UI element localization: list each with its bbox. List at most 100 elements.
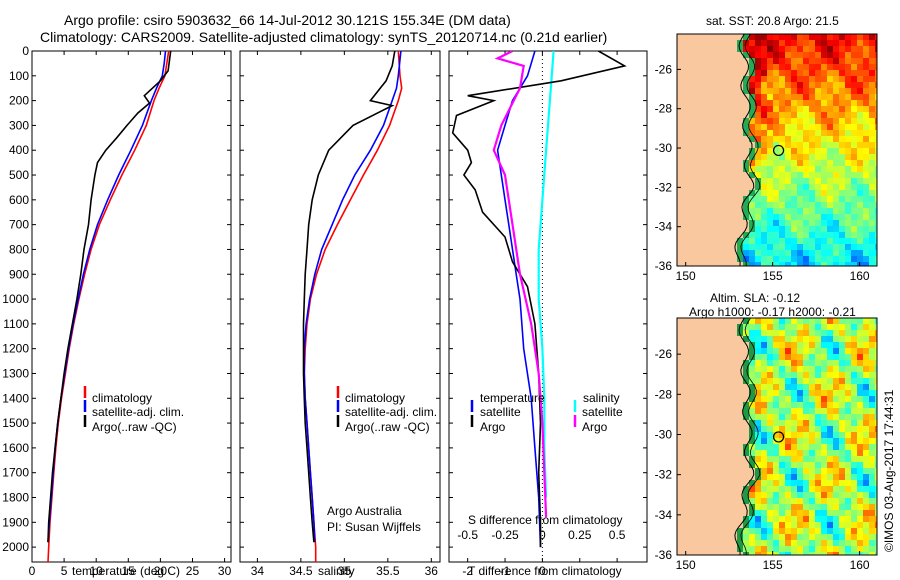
sst-map-cell [797, 184, 803, 190]
sst-map-cell [863, 52, 869, 58]
sst-map-cell [869, 178, 875, 184]
sst-map-cell [875, 178, 877, 184]
sla-map-cell [761, 498, 767, 504]
sst-map-cell [725, 256, 731, 262]
sst-map-cell [683, 34, 689, 40]
sst-map-cell [683, 82, 689, 88]
sst-map-cell [851, 160, 857, 166]
sla-map-cell [731, 540, 737, 546]
sla-map-cell [839, 534, 845, 540]
sst-map-cell [767, 34, 773, 40]
sst-map-cell [767, 226, 773, 232]
sst-map-cell [857, 112, 863, 118]
sla-map-cell [875, 438, 877, 444]
sst-map-cell [767, 232, 773, 238]
sst-map-cell [713, 184, 719, 190]
sst-map-ytick-label: -28 [655, 102, 673, 116]
diff-line-t-argo [451, 51, 627, 548]
sla-map-cell [767, 348, 773, 354]
sla-map-cell [833, 378, 839, 384]
sla-map-cell [755, 534, 761, 540]
sst-map-cell [869, 64, 875, 70]
sla-map-cell [869, 504, 875, 510]
sla-map-cell [833, 546, 839, 552]
sst-map-cell [779, 262, 785, 266]
sst-map-cell [803, 232, 809, 238]
sst-map-cell [725, 226, 731, 232]
sst-map-cell [719, 244, 725, 250]
sla-map-cell [767, 456, 773, 462]
sla-map-cell [755, 522, 761, 528]
sla-map-cell [719, 456, 725, 462]
sla-map-cell [827, 318, 833, 324]
sla-map-cell [779, 546, 785, 552]
sst-map-cell [827, 232, 833, 238]
sla-map-cell [875, 342, 877, 348]
sla-map-cell [827, 480, 833, 486]
sla-map-cell [731, 456, 737, 462]
sla-map-cell [857, 480, 863, 486]
sla-map-cell [821, 552, 827, 555]
sla-map-cell [839, 492, 845, 498]
sla-map-cell [821, 456, 827, 462]
sla-map-cell [677, 480, 683, 486]
sla-map-cell [761, 342, 767, 348]
sst-map-cell [839, 166, 845, 172]
sla-map-cell [845, 318, 851, 324]
sst-map-cell [785, 52, 791, 58]
sst-map-cell [749, 40, 755, 46]
sla-map-cell [749, 474, 755, 480]
sst-map-cell [773, 232, 779, 238]
sla-map-cell [779, 354, 785, 360]
sst-map-cell [821, 124, 827, 130]
sst-map-cell [707, 226, 713, 232]
sst-map-cell [797, 154, 803, 160]
sst-map-cell [689, 256, 695, 262]
sst-map-cell [749, 256, 755, 262]
sla-map-cell [803, 396, 809, 402]
sst-map-cell [845, 226, 851, 232]
sst-map-cell [695, 238, 701, 244]
sla-map-cell [785, 480, 791, 486]
sst-map-cell [875, 40, 877, 46]
sla-map-cell [851, 318, 857, 324]
sst-map-cell [677, 46, 683, 52]
sla-map-cell [749, 354, 755, 360]
sla-map-cell [833, 516, 839, 522]
sla-map-cell [683, 546, 689, 552]
sla-map-cell [839, 474, 845, 480]
sst-map-cell [719, 58, 725, 64]
sla-map-cell [719, 372, 725, 378]
sla-map-cell [689, 456, 695, 462]
sla-map-cell [869, 330, 875, 336]
sst-map-cell [863, 112, 869, 118]
sst-map-cell [809, 250, 815, 256]
sla-map-cell [863, 372, 869, 378]
sst-map-cell [695, 178, 701, 184]
sla-map-cell [773, 318, 779, 324]
sst-map-cell [761, 154, 767, 160]
sla-map-cell [809, 540, 815, 546]
sla-map-cell [761, 354, 767, 360]
sst-map-cell [707, 94, 713, 100]
sla-map-cell [875, 408, 877, 414]
sst-map-cell [821, 232, 827, 238]
sst-map-cell [683, 172, 689, 178]
sla-map-cell [863, 528, 869, 534]
sst-map-cell [725, 70, 731, 76]
sst-map-cell [797, 250, 803, 256]
sst-map-cell [791, 196, 797, 202]
sla-map-cell [707, 402, 713, 408]
sla-map-cell [857, 546, 863, 552]
sst-map-cell [677, 64, 683, 70]
sst-map-cell [737, 208, 743, 214]
sst-map-cell [803, 82, 809, 88]
sst-map-cell [695, 34, 701, 40]
sla-map-cell [707, 396, 713, 402]
sla-map-cell [701, 540, 707, 546]
sla-map-cell [689, 522, 695, 528]
sla-map-cell [695, 372, 701, 378]
sla-map-cell [701, 426, 707, 432]
sla-map-cell [863, 432, 869, 438]
sst-map-cell [773, 166, 779, 172]
